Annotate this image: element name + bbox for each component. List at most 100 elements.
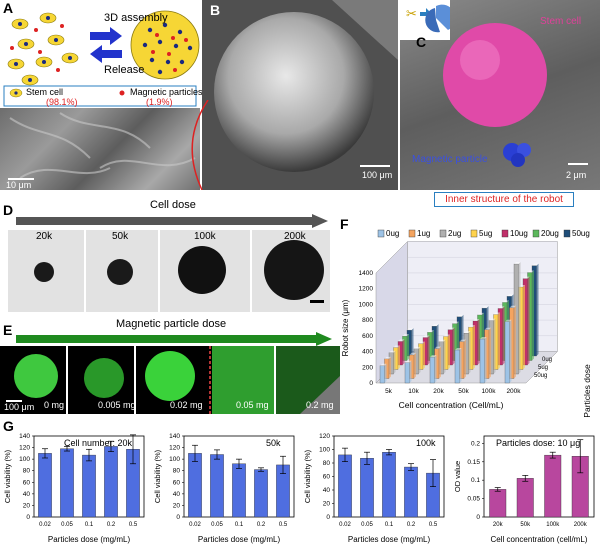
- bar-3d-top: [398, 339, 405, 342]
- panel-f-label: F: [340, 216, 349, 232]
- bar-3d-top: [418, 341, 425, 344]
- bar-3d-side: [398, 345, 400, 370]
- bar-3d-side: [473, 325, 475, 370]
- y-tick-label: 60: [23, 479, 31, 486]
- x-tick-label: 0.1: [235, 522, 244, 528]
- bar-3d: [379, 365, 385, 384]
- x-axis-label: Cell concentration (Cell/mL): [399, 400, 504, 410]
- x-tick-label: 0.2: [257, 522, 266, 528]
- panel-g-label: G: [3, 418, 14, 434]
- legend-stem-pct: (98.1%): [46, 97, 78, 107]
- bar-3d-side: [489, 327, 491, 379]
- legend-swatch: [377, 229, 385, 238]
- legend-swatch: [408, 229, 416, 238]
- y-tick-label: 0.05: [467, 496, 480, 503]
- y-tick-label: 20: [323, 501, 331, 508]
- bar-3d-top: [473, 319, 480, 321]
- bar-3d-top: [389, 350, 396, 353]
- bar-3d-top: [507, 294, 514, 297]
- panel-a-scale-text: 10 μm: [6, 180, 32, 190]
- y-axis-label: Cell viability (%): [153, 449, 162, 503]
- svg-text:✂: ✂: [406, 6, 417, 21]
- y-tick-label: 0: [369, 380, 373, 387]
- y-tick-label: 40: [323, 487, 331, 494]
- bar-3d-side: [459, 348, 462, 383]
- panel-b-sem-image: [202, 0, 398, 190]
- bar-3d-top: [380, 363, 387, 366]
- bar-3d-side: [484, 337, 487, 383]
- y-tick-label: 20: [173, 502, 181, 509]
- cell-dose-label: Cell dose: [150, 199, 196, 211]
- bar: [188, 453, 202, 518]
- bar: [82, 454, 96, 518]
- panel-d-images: [8, 230, 330, 312]
- release-label: Release: [104, 64, 145, 76]
- bar-3d-top: [489, 318, 496, 321]
- bar-3d-side: [423, 341, 425, 370]
- zoom-connector-line: [191, 100, 209, 190]
- bar-3d: [479, 338, 485, 384]
- bar-3d-side: [477, 319, 480, 365]
- cell-dose-20k: 20k: [36, 231, 53, 242]
- panel-d-label: D: [3, 202, 14, 218]
- bar-3d-top: [409, 352, 416, 355]
- panel-a-scalebar: [8, 178, 34, 180]
- y-tick-label: 1000: [359, 301, 374, 308]
- y-tick-label: 140: [19, 433, 30, 440]
- bar-3d-top: [532, 263, 539, 266]
- bar: [38, 453, 52, 518]
- legend-label: 20ug: [541, 229, 559, 238]
- bar-3d-side: [468, 331, 471, 374]
- bar-3d-top: [443, 334, 450, 337]
- y-tick-label: 400: [362, 349, 373, 356]
- mag-dose-002: 0.02 mg: [170, 400, 203, 410]
- bar: [338, 454, 352, 518]
- bar-3d-top: [402, 334, 409, 337]
- panel-b-scale-text: 100 μm: [362, 170, 393, 180]
- bar-3d-side: [443, 339, 446, 374]
- bar: [489, 489, 507, 518]
- bar-3d-top: [484, 327, 491, 330]
- robot-size-3d-chart: 0ug 1ug 2ug 5ug 10ug 20ug 50ug 0 200 400 600 800 100…: [341, 229, 592, 418]
- bar-3d-side: [509, 319, 512, 383]
- x-tick-label: 0.5: [279, 522, 288, 528]
- y-axis-label: OD value: [453, 461, 462, 492]
- magnetic-dose-arrow: [16, 332, 332, 346]
- bar: [404, 466, 418, 518]
- panel-e-images: [0, 346, 340, 414]
- y-tick-label: 600: [362, 333, 373, 340]
- bar-3d-top: [464, 331, 471, 334]
- y-tick-label: 0.1: [471, 477, 480, 484]
- bar-3d-side: [532, 270, 534, 361]
- y-tick-label: 200: [362, 364, 373, 371]
- od-value-chart: 0 0.05 0.1 0.15 0.2 20k 50k 100k 200k Cell concen…: [453, 435, 595, 544]
- bar-3d-side: [502, 306, 505, 365]
- bar-3d-side: [393, 350, 396, 374]
- bar-3d-top: [480, 337, 487, 339]
- legend-label: 10ug: [510, 229, 528, 238]
- x-tick-label: 10k: [408, 388, 419, 395]
- y-tick-label: 0: [176, 514, 180, 521]
- x-axis-label: Particles dose (mg/mL): [198, 535, 281, 544]
- chart-annotation: Cell number: 20k: [64, 438, 133, 448]
- x-axis-label: Particles dose (mg/mL): [348, 535, 431, 544]
- viability-100k-chart: 0 20 40 60 80 100 120 0.02 0.05 0.1 0.2 0.5 Particle…: [303, 433, 445, 544]
- y-tick-label: 0.15: [467, 459, 480, 466]
- y-tick-label: 40: [173, 491, 181, 498]
- y-tick-label: 100: [19, 456, 30, 463]
- x-tick-label: 50k: [458, 388, 469, 395]
- bar-3d: [429, 356, 435, 384]
- scissors-sphere-icon: ✂: [406, 4, 450, 33]
- bar-3d-top: [514, 262, 521, 264]
- bar-3d-top: [423, 335, 430, 338]
- bar-3d-top: [430, 355, 437, 358]
- cell-dose-100k: 100k: [194, 231, 216, 242]
- bar-3d-side: [418, 346, 421, 374]
- bar-3d-side: [498, 312, 500, 370]
- assembly-label: 3D assembly: [104, 12, 168, 24]
- depth-tick-label: 50ug: [534, 373, 547, 379]
- bar: [232, 463, 246, 518]
- x-tick-label: 0.05: [211, 522, 223, 528]
- y-tick-label: 120: [19, 445, 30, 452]
- bar: [516, 478, 534, 518]
